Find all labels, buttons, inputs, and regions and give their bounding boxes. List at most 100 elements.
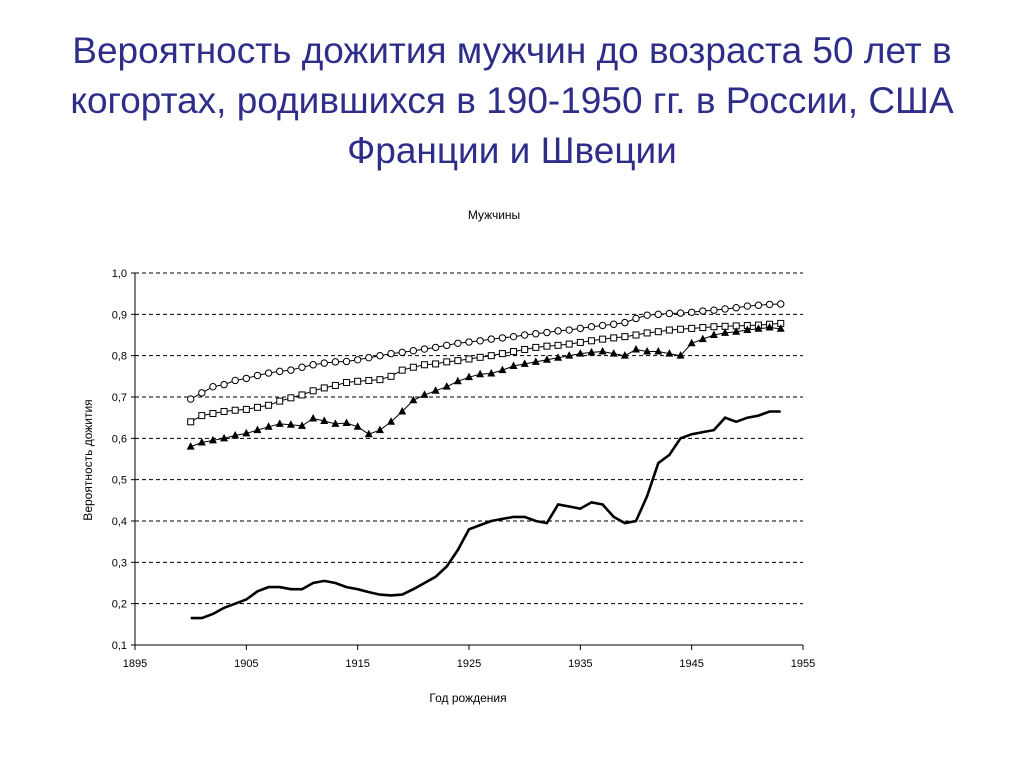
data-point xyxy=(275,419,284,427)
data-point xyxy=(276,367,284,376)
data-point xyxy=(598,347,607,355)
data-point xyxy=(621,318,629,327)
data-point xyxy=(620,351,629,359)
data-point xyxy=(765,323,774,331)
data-point xyxy=(743,302,752,310)
data-point xyxy=(621,333,629,341)
data-point xyxy=(665,326,673,334)
data-point xyxy=(721,322,729,330)
y-tick-label: 0,1 xyxy=(112,640,127,652)
data-point xyxy=(510,348,518,356)
data-point xyxy=(710,323,718,331)
data-point xyxy=(320,359,328,367)
data-point xyxy=(231,406,239,414)
data-point xyxy=(387,417,396,425)
data-point xyxy=(331,358,340,366)
data-point xyxy=(632,344,640,353)
data-point xyxy=(287,394,295,402)
data-point xyxy=(676,309,685,317)
x-tick-label: 1955 xyxy=(791,658,815,670)
data-point xyxy=(354,377,362,385)
data-point xyxy=(765,300,774,309)
data-point xyxy=(454,339,462,347)
data-point xyxy=(220,380,228,389)
data-point xyxy=(376,376,384,384)
data-point xyxy=(698,334,707,343)
data-point xyxy=(654,347,663,355)
data-point xyxy=(320,384,328,392)
data-point xyxy=(298,391,306,399)
data-point xyxy=(186,442,195,450)
data-point xyxy=(587,347,596,356)
data-point xyxy=(509,332,518,341)
data-point xyxy=(677,325,685,333)
data-point xyxy=(209,382,217,391)
slide-title: Вероятность дожития мужчин до возраста 5… xyxy=(70,30,954,171)
data-point xyxy=(208,435,217,444)
series-2 xyxy=(187,319,785,426)
data-point xyxy=(532,343,540,351)
data-point xyxy=(732,304,740,312)
data-point xyxy=(265,401,273,409)
series-4 xyxy=(190,410,781,620)
data-point xyxy=(542,355,551,363)
data-point xyxy=(465,372,473,381)
data-point xyxy=(531,357,540,365)
data-point xyxy=(409,395,418,404)
data-point xyxy=(309,387,317,395)
x-axis-label: Год рождения xyxy=(429,691,506,705)
data-point xyxy=(453,376,462,385)
data-point xyxy=(420,361,428,369)
data-point xyxy=(465,355,473,363)
data-point xyxy=(264,422,273,430)
data-point xyxy=(309,361,317,369)
data-point xyxy=(443,358,451,366)
data-point xyxy=(665,309,674,318)
data-point xyxy=(242,405,250,413)
data-point xyxy=(365,354,373,362)
data-point xyxy=(298,421,306,429)
data-point xyxy=(431,343,440,352)
data-point xyxy=(643,311,651,319)
data-point xyxy=(610,320,618,328)
y-tick-label: 0,2 xyxy=(112,599,127,611)
data-point xyxy=(409,363,417,371)
data-point xyxy=(387,372,395,380)
data-point xyxy=(353,356,362,364)
data-point xyxy=(721,328,730,336)
data-point xyxy=(242,428,251,437)
series-3 xyxy=(186,323,785,450)
data-point xyxy=(498,350,506,358)
data-point xyxy=(587,323,596,331)
data-point xyxy=(565,351,574,359)
data-point xyxy=(431,386,440,394)
data-point xyxy=(777,300,785,308)
data-point xyxy=(342,418,351,427)
data-point xyxy=(286,420,295,428)
data-point xyxy=(776,324,785,332)
y-tick-label: 0,3 xyxy=(112,557,127,569)
data-point xyxy=(487,335,495,343)
data-point xyxy=(487,352,495,360)
data-point xyxy=(264,369,273,377)
data-point xyxy=(754,301,763,309)
data-point xyxy=(543,342,551,350)
data-point xyxy=(643,347,652,355)
y-tick-label: 0,6 xyxy=(112,433,127,445)
data-point xyxy=(187,418,195,426)
data-point xyxy=(342,357,351,366)
data-point xyxy=(699,324,707,332)
axes: 0,1 0,2 0,3 0,4 0,5 0,6 0,7 0,8 0,9 1,0 1895 1905 19… xyxy=(112,268,816,670)
data-point xyxy=(665,349,674,357)
y-axis-label: Вероятность дожития xyxy=(81,399,95,520)
data-point xyxy=(231,376,239,385)
data-point xyxy=(231,430,240,439)
data-point xyxy=(353,422,362,430)
data-point xyxy=(732,327,741,335)
data-point xyxy=(498,334,507,342)
data-point xyxy=(276,397,284,405)
data-point xyxy=(476,337,484,345)
x-tick-label: 1945 xyxy=(679,658,703,670)
data-point xyxy=(253,403,261,411)
